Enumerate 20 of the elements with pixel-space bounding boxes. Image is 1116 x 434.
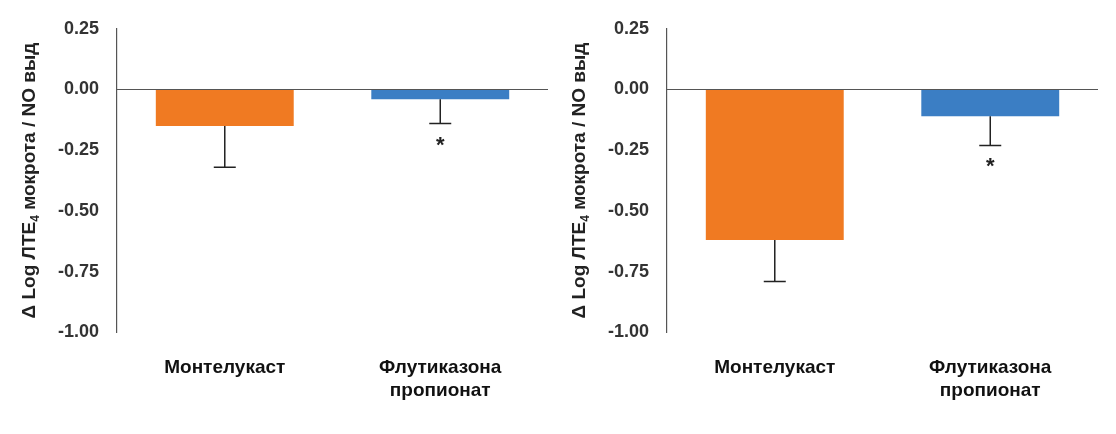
x-tick-label: Флутиказона пропионат	[929, 356, 1052, 400]
y-tick-label: -0.75	[58, 260, 100, 281]
y-tick-label: -0.50	[608, 199, 650, 220]
annotation: *	[435, 131, 445, 157]
y-tick-label: 0.25	[613, 17, 650, 38]
annotation: *	[985, 153, 995, 179]
y-axis-title: Δ Log ЛТЕ4 мокрота / NO выд	[568, 42, 593, 319]
y-tick-label: -0.50	[58, 199, 100, 220]
y-tick-label: 0.00	[613, 78, 650, 99]
y-tick-label: -0.25	[608, 139, 650, 160]
y-tick-label: -1.00	[58, 321, 100, 342]
y-tick-label: 0.00	[63, 78, 100, 99]
y-tick-label: -0.75	[608, 260, 650, 281]
x-tick-label: Монтелукаст	[714, 356, 836, 378]
x-tick-label: Монтелукаст	[164, 356, 286, 378]
y-tick-label: -1.00	[608, 321, 650, 342]
y-tick-label: 0.25	[63, 17, 100, 38]
y-axis-title: Δ Log ЛТЕ4 мокрота / NO выд	[18, 42, 43, 319]
x-tick-label: Флутиказона пропионат	[379, 356, 502, 400]
y-tick-label: -0.25	[58, 139, 100, 160]
